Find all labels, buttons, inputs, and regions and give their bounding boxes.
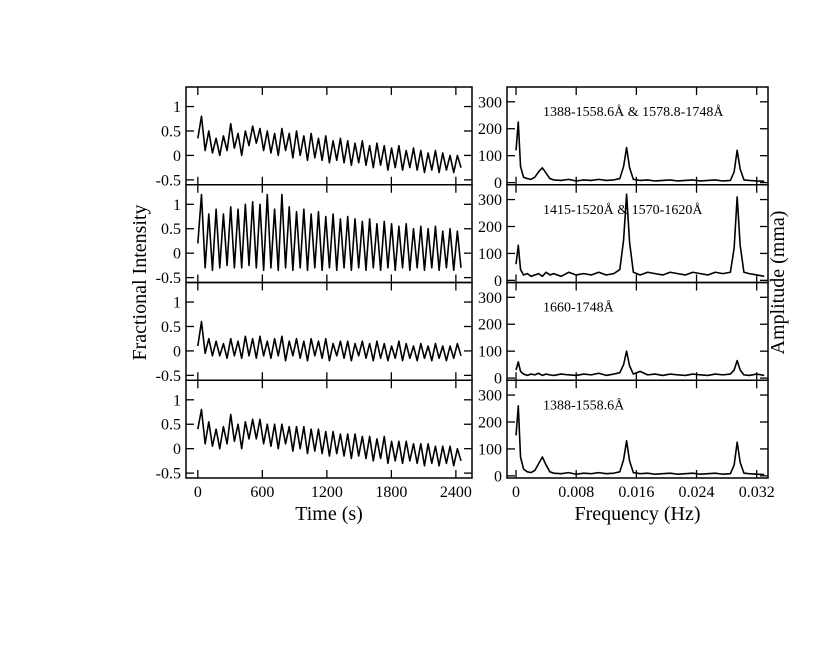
panel-frame [506, 379, 769, 479]
y-tick-label: 0 [494, 371, 502, 388]
x-tick-label: 1800 [375, 484, 407, 501]
y-tick-label: 200 [478, 317, 502, 334]
y-axis-label: Amplitude (mma) [767, 211, 789, 355]
y-axis-label: Fractional Intensity [129, 204, 151, 360]
y-tick-label: 200 [478, 414, 502, 431]
y-tick-label: 0 [494, 468, 502, 485]
y-tick-label: 300 [478, 388, 502, 405]
y-tick-label: 0.5 [161, 123, 181, 140]
y-tick-label: 100 [478, 246, 502, 263]
annotation: 1388-1558.6Å & 1578.8-1748Å [543, 104, 724, 120]
y-tick-label: 100 [478, 441, 502, 458]
y-tick-label: 0.5 [161, 221, 181, 238]
data-line [197, 115, 462, 174]
y-tick-label: 0 [173, 343, 181, 360]
y-tick-label: 1 [173, 99, 181, 116]
y-tick-label: 0.5 [161, 319, 181, 336]
annotation: 1660-1748Å [543, 300, 615, 316]
y-tick-label: 300 [478, 192, 502, 209]
data-line [515, 121, 765, 183]
y-tick-label: 200 [478, 219, 502, 236]
panel-frame [506, 86, 769, 186]
y-tick-label: 1 [173, 295, 181, 312]
x-tick-label: 0 [512, 484, 520, 501]
x-tick-label: 0.024 [679, 484, 715, 501]
data-line [197, 193, 462, 272]
y-tick-label: 200 [478, 121, 502, 138]
x-axis-label: Time (s) [295, 503, 363, 525]
panel-frame [185, 379, 473, 479]
panel-frame [185, 281, 473, 381]
y-tick-label: 300 [478, 94, 502, 111]
y-tick-label: 300 [478, 290, 502, 307]
annotation: 1415-1520Å & 1570-1620Å [543, 202, 703, 218]
x-tick-label: 0.016 [618, 484, 654, 501]
data-line [515, 350, 765, 377]
y-tick-label: 0 [494, 273, 502, 290]
y-tick-label: -0.5 [156, 172, 181, 189]
y-tick-label: 0 [494, 175, 502, 192]
y-tick-label: 1 [173, 197, 181, 214]
data-line [197, 320, 462, 362]
y-tick-label: 0 [173, 246, 181, 263]
annotation: 1388-1558.6Å [543, 397, 625, 413]
y-tick-label: -0.5 [156, 368, 181, 385]
y-tick-label: -0.5 [156, 466, 181, 483]
y-tick-label: 0 [173, 148, 181, 165]
x-tick-label: 0 [194, 484, 202, 501]
data-line [197, 408, 462, 467]
panel-frame [506, 281, 769, 381]
y-tick-label: 1 [173, 392, 181, 409]
x-axis-label: Frequency (Hz) [574, 503, 700, 525]
y-tick-label: 0 [173, 441, 181, 458]
data-line [515, 193, 765, 278]
x-tick-label: 2400 [440, 484, 472, 501]
y-tick-label: 100 [478, 344, 502, 361]
x-tick-label: 1200 [311, 484, 343, 501]
x-tick-label: 0.008 [558, 484, 594, 501]
x-tick-label: 600 [250, 484, 274, 501]
y-tick-label: 0.5 [161, 417, 181, 434]
y-tick-label: -0.5 [156, 270, 181, 287]
y-tick-label: 100 [478, 148, 502, 165]
x-tick-label: 0.032 [739, 484, 775, 501]
data-line [515, 405, 765, 476]
panel-frame [506, 184, 769, 284]
